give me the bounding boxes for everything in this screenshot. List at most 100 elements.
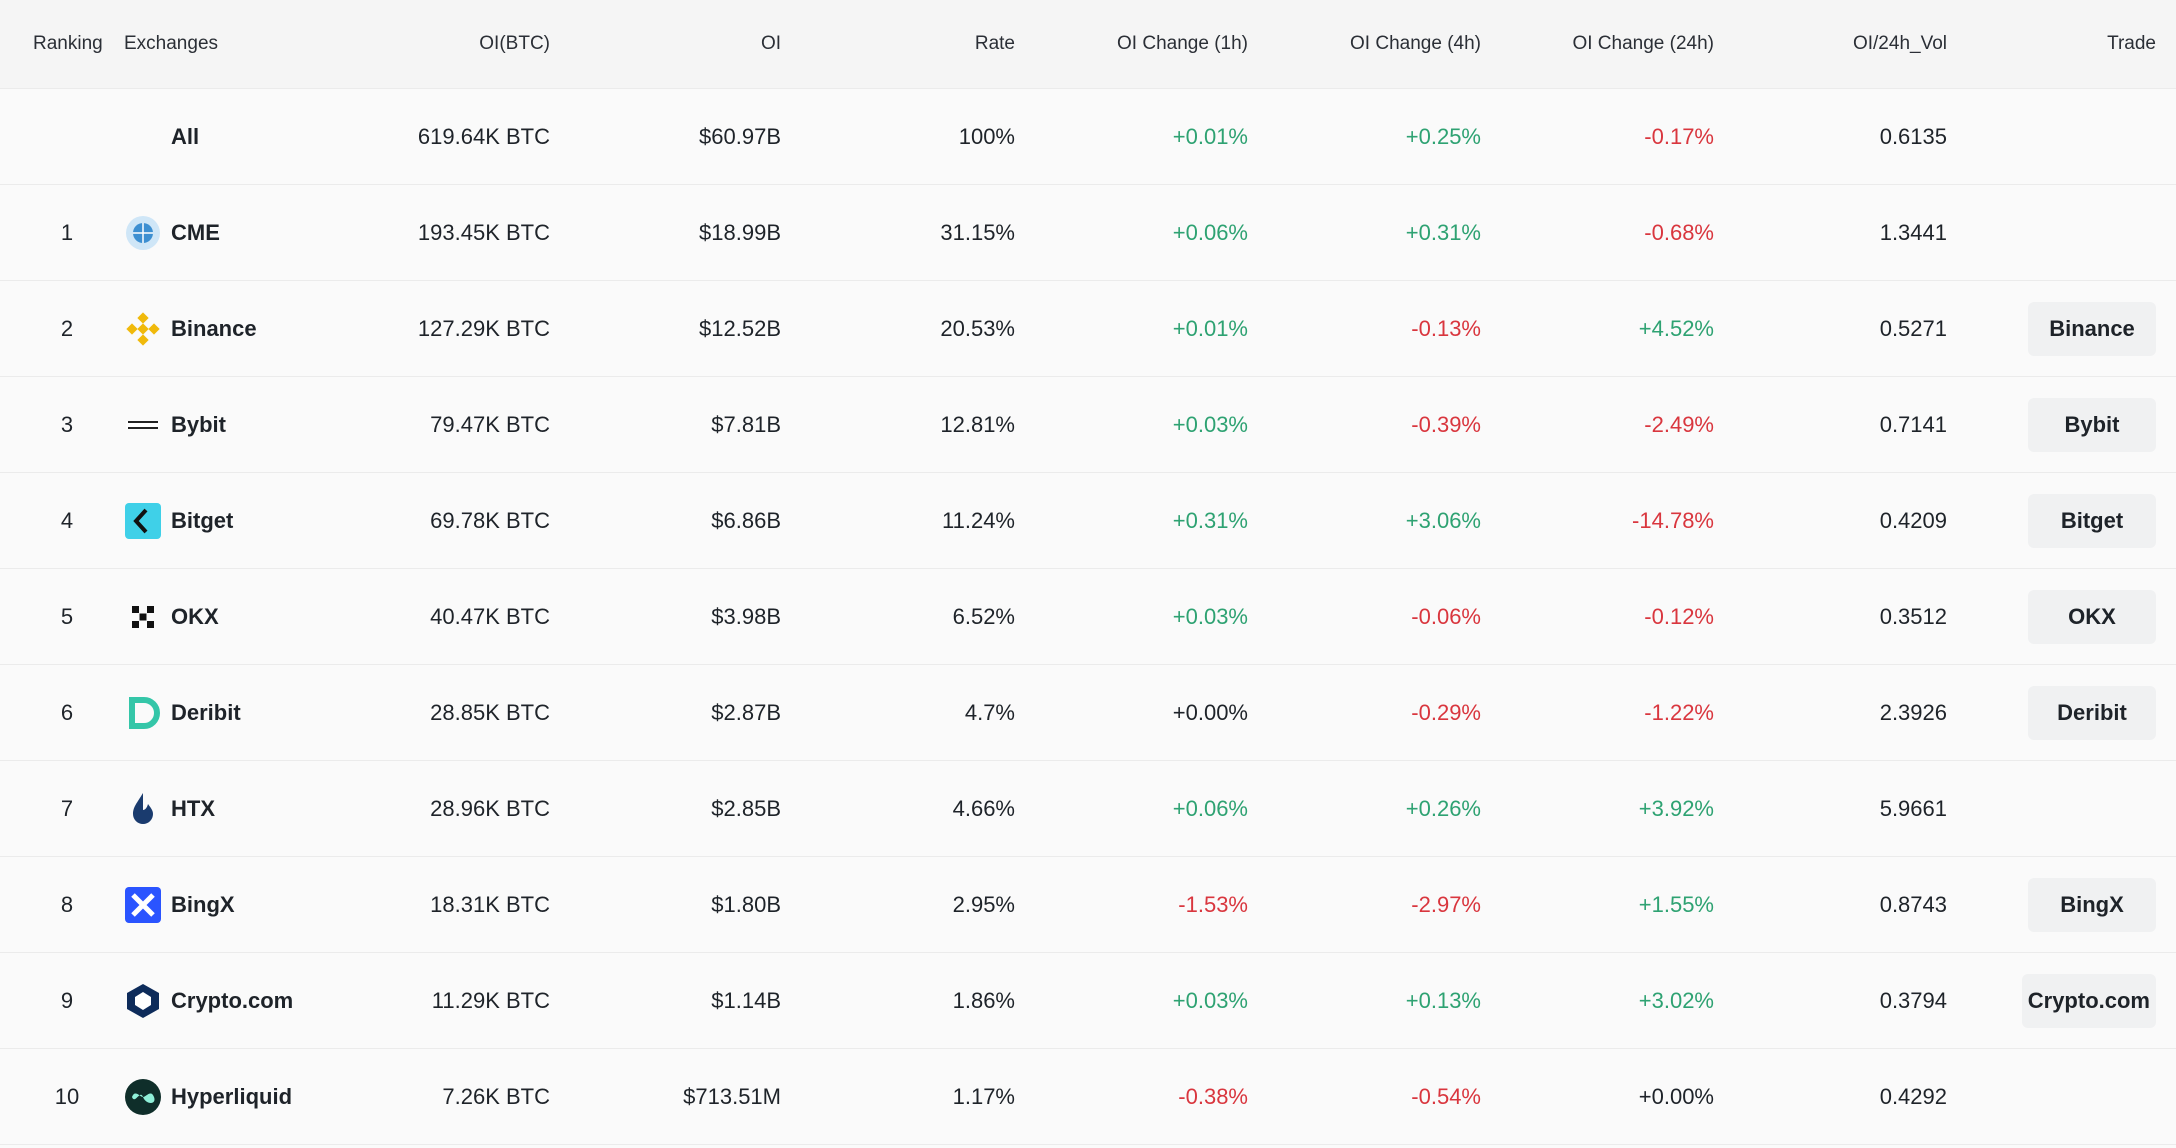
- ch4h-cell: +0.13%: [1405, 987, 1481, 1013]
- header-row: Ranking Exchanges OI(BTC) OI Rate OI Change (…: [0, 0, 2176, 89]
- oi-btc-cell: 18.31K BTC: [430, 891, 550, 917]
- rate-cell: 1.17%: [952, 1083, 1015, 1109]
- ch1h-cell: +0.01%: [1172, 315, 1248, 341]
- rank-cell: 5: [60, 603, 74, 629]
- rank-cell: 2: [60, 315, 74, 341]
- oi-cell: $3.98B: [711, 603, 781, 629]
- ch24h-cell: -14.78%: [1632, 507, 1714, 533]
- exchange-cell: Hyperliquid: [171, 1083, 293, 1109]
- vol-cell: 0.3512: [1879, 603, 1947, 629]
- rate-cell: 100%: [958, 123, 1015, 149]
- table-row: 1 CME 193.45K BTC $18.99B 31.15% +0.06% +0.31%…: [0, 185, 2176, 281]
- exchange-icon: [125, 503, 161, 539]
- oi-btc-cell: 69.78K BTC: [430, 507, 550, 533]
- ch4h-cell: -2.97%: [1411, 891, 1481, 917]
- column-header: Trade: [2107, 33, 2156, 54]
- ch4h-cell: +0.25%: [1405, 123, 1481, 149]
- table-row: 2 Binance 127.29K BTC $12.52B 20.53% +0.01% -0…: [0, 281, 2176, 377]
- ch1h-cell: +0.06%: [1172, 219, 1248, 245]
- oi-btc-cell: 11.29K BTC: [431, 987, 550, 1013]
- oi-btc-cell: 127.29K BTC: [417, 315, 550, 341]
- exchange-cell: Deribit: [171, 699, 241, 725]
- ch1h-cell: +0.03%: [1172, 987, 1248, 1013]
- exchange-icon: [126, 421, 160, 429]
- table-row: 5 OKX 40.47K BTC $3.98B 6.52% +0.03% -0.06% -0.…: [0, 569, 2176, 665]
- table-row: 8 BingX 18.31K BTC $1.80B 2.95% -1.53% -2.97% +…: [0, 857, 2176, 953]
- ch1h-cell: +0.03%: [1172, 411, 1248, 437]
- rank-cell: 4: [60, 507, 74, 533]
- column-header: Ranking: [33, 33, 103, 54]
- ch24h-cell: -1.22%: [1644, 699, 1714, 725]
- oi-cell: $60.97B: [699, 123, 781, 149]
- exchange-cell: Bybit: [171, 411, 226, 437]
- oi-cell: $1.80B: [711, 891, 781, 917]
- ch4h-cell: -0.06%: [1411, 603, 1481, 629]
- trade-button[interactable]: Crypto.com: [2021, 973, 2156, 1028]
- exchange-cell: HTX: [171, 795, 215, 821]
- oi-btc-cell: 28.85K BTC: [430, 699, 550, 725]
- oi-btc-cell: 193.45K BTC: [417, 219, 550, 245]
- exchange-icon: [129, 697, 160, 729]
- ch4h-cell: -0.54%: [1411, 1083, 1481, 1109]
- vol-cell: 1.3441: [1879, 219, 1947, 245]
- oi-cell: $713.51M: [683, 1083, 781, 1109]
- vol-cell: 0.5271: [1879, 315, 1947, 341]
- vol-cell: 0.7141: [1879, 411, 1947, 437]
- rate-cell: 12.81%: [940, 411, 1015, 437]
- oi-cell: $7.81B: [711, 411, 781, 437]
- rank-cell: 10: [54, 1083, 80, 1109]
- rate-cell: 4.66%: [952, 795, 1015, 821]
- ch4h-cell: -0.29%: [1411, 699, 1481, 725]
- trade-cell: Crypto.com: [2021, 953, 2156, 1048]
- trade-button[interactable]: Bitget: [2028, 493, 2156, 548]
- ch1h-cell: +0.01%: [1172, 123, 1248, 149]
- table-row: 7 HTX 28.96K BTC $2.85B 4.66% +0.06% +0.26% +3.…: [0, 761, 2176, 857]
- table-row: 3 Bybit 79.47K BTC $7.81B 12.81% +0.03% -0.39%…: [0, 377, 2176, 473]
- ch24h-cell: -2.49%: [1644, 411, 1714, 437]
- column-header: OI(BTC): [479, 33, 550, 54]
- oi-btc-cell: 40.47K BTC: [430, 603, 550, 629]
- rate-cell: 1.86%: [952, 987, 1015, 1013]
- trade-button[interactable]: Deribit: [2028, 685, 2156, 740]
- trade-button[interactable]: Bybit: [2028, 397, 2156, 452]
- exchange-icon: [132, 606, 154, 628]
- table-row: 6 Deribit 28.85K BTC $2.87B 4.7% +0.00% -0.29%…: [0, 665, 2176, 761]
- exchange-icon: [126, 216, 160, 250]
- rate-cell: 2.95%: [952, 891, 1015, 917]
- ch1h-cell: -1.53%: [1178, 891, 1248, 917]
- rate-cell: 6.52%: [952, 603, 1015, 629]
- oi-cell: $1.14B: [711, 987, 781, 1013]
- table-row: 4 Bitget 69.78K BTC $6.86B 11.24% +0.31% +3.06…: [0, 473, 2176, 569]
- oi-cell: $18.99B: [699, 219, 781, 245]
- trade-button[interactable]: OKX: [2028, 589, 2156, 644]
- column-header: Exchanges: [124, 33, 219, 54]
- trade-button[interactable]: Binance: [2028, 301, 2156, 356]
- ch4h-cell: -0.13%: [1411, 315, 1481, 341]
- oi-btc-cell: 28.96K BTC: [430, 795, 550, 821]
- ch1h-cell: +0.31%: [1172, 507, 1248, 533]
- trade-button[interactable]: BingX: [2028, 877, 2156, 932]
- vol-cell: 0.4292: [1879, 1083, 1947, 1109]
- rate-cell: 20.53%: [940, 315, 1015, 341]
- vol-cell: 0.6135: [1879, 123, 1947, 149]
- ch4h-cell: -0.39%: [1411, 411, 1481, 437]
- ch1h-cell: +0.03%: [1172, 603, 1248, 629]
- ch24h-cell: +3.02%: [1638, 987, 1714, 1013]
- exchange-cell: OKX: [171, 603, 219, 629]
- exchange-cell: All: [171, 123, 200, 149]
- column-header: OI Change (4h): [1350, 33, 1481, 54]
- trade-cell: Bitget: [2028, 473, 2156, 568]
- rank-cell: 7: [60, 795, 74, 821]
- rank-cell: 1: [60, 219, 74, 245]
- column-header: OI Change (1h): [1117, 33, 1248, 54]
- rank-cell: 9: [60, 987, 74, 1013]
- ch24h-cell: -0.12%: [1644, 603, 1714, 629]
- column-header: OI Change (24h): [1572, 33, 1714, 54]
- trade-cell: BingX: [2028, 857, 2156, 952]
- rate-cell: 31.15%: [940, 219, 1015, 245]
- exchange-icon: [125, 1079, 161, 1115]
- column-header: OI: [760, 33, 781, 54]
- rank-cell: 6: [60, 699, 74, 725]
- rate-cell: 11.24%: [942, 507, 1015, 533]
